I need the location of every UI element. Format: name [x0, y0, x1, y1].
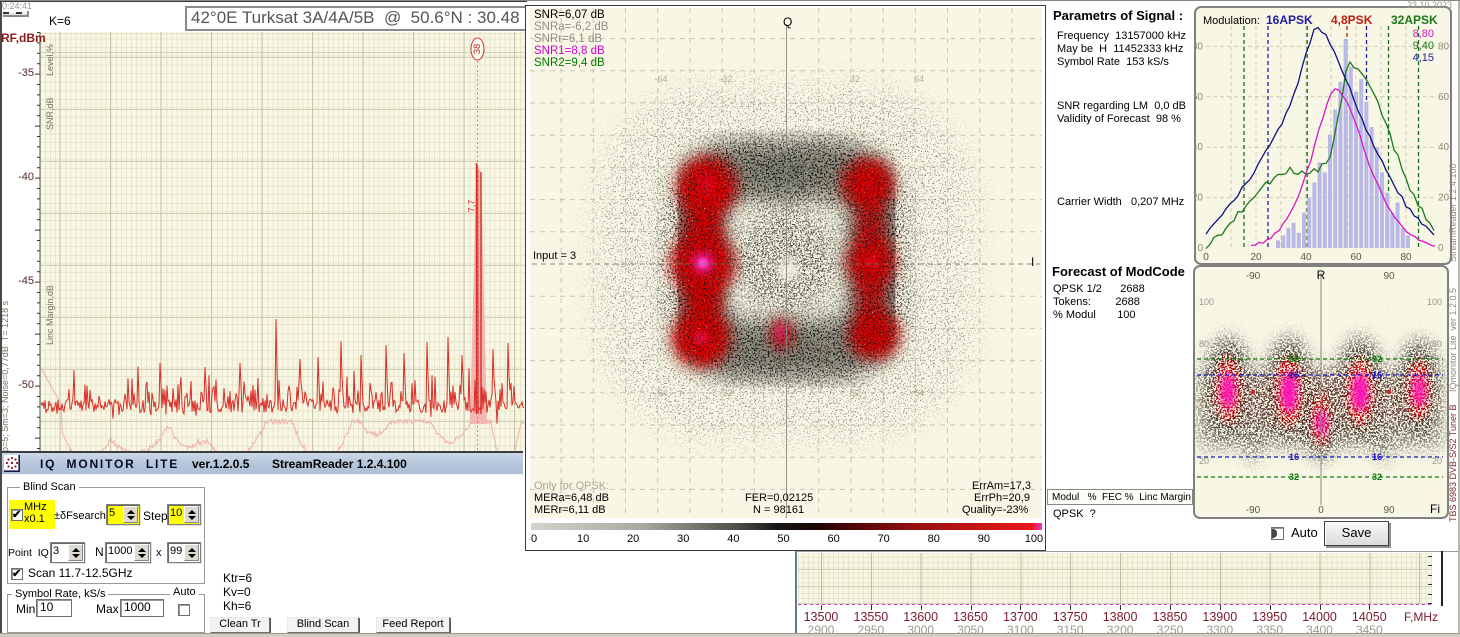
- svg-text:Modulation:: Modulation:: [1203, 15, 1260, 27]
- svg-text:-90: -90: [1246, 505, 1261, 516]
- svg-text:60: 60: [1194, 92, 1203, 103]
- svg-text:20: 20: [1438, 193, 1450, 204]
- svg-text:16APSK: 16APSK: [1266, 13, 1313, 27]
- svg-text:16: 16: [1289, 452, 1299, 462]
- svg-text:80: 80: [1194, 41, 1203, 52]
- svg-text:32: 32: [1289, 472, 1299, 482]
- svg-text:80: 80: [1432, 339, 1442, 349]
- svg-text:20: 20: [1250, 252, 1262, 263]
- svg-text:90: 90: [1383, 505, 1395, 516]
- svg-text:100: 100: [1199, 297, 1214, 307]
- svg-text:0: 0: [1438, 243, 1444, 254]
- svg-text:16: 16: [1372, 370, 1382, 380]
- svg-text:80: 80: [1438, 41, 1450, 52]
- svg-text:32APSK: 32APSK: [1391, 13, 1438, 27]
- svg-text:40: 40: [1194, 142, 1203, 153]
- svg-text:-90: -90: [1246, 271, 1261, 282]
- svg-text:Fi: Fi: [1430, 502, 1440, 516]
- svg-text:20: 20: [1432, 456, 1442, 466]
- svg-text:38: 38: [472, 44, 483, 55]
- svg-text:-32: -32: [719, 74, 732, 84]
- svg-text:8,80: 8,80: [1413, 28, 1434, 40]
- svg-text:0: 0: [1203, 252, 1209, 263]
- svg-text:90: 90: [1383, 271, 1395, 282]
- svg-text:7,7: 7,7: [467, 200, 477, 213]
- svg-text:60: 60: [1438, 92, 1450, 103]
- svg-text:40: 40: [1199, 417, 1209, 427]
- svg-text:32: 32: [1372, 472, 1382, 482]
- svg-text:60: 60: [1350, 252, 1362, 263]
- svg-text:16: 16: [1372, 452, 1382, 462]
- svg-text:100: 100: [1427, 297, 1442, 307]
- svg-text:16: 16: [1289, 370, 1299, 380]
- svg-text:20: 20: [1194, 193, 1203, 204]
- svg-text:40: 40: [1432, 417, 1442, 427]
- svg-text:4,8PSK: 4,8PSK: [1331, 13, 1373, 27]
- svg-text:0: 0: [1197, 243, 1203, 254]
- svg-text:4,15: 4,15: [1413, 52, 1434, 64]
- svg-text:32: 32: [850, 74, 860, 84]
- svg-text:80: 80: [1400, 252, 1412, 263]
- svg-text:9,40: 9,40: [1413, 40, 1434, 52]
- svg-text:20: 20: [1199, 456, 1209, 466]
- svg-text:0: 0: [1318, 505, 1324, 516]
- svg-text:32: 32: [1289, 354, 1299, 364]
- svg-text:-64: -64: [654, 74, 667, 84]
- svg-text:40: 40: [1300, 252, 1312, 263]
- svg-text:64: 64: [914, 74, 924, 84]
- svg-text:80: 80: [1199, 339, 1209, 349]
- svg-text:40: 40: [1438, 142, 1450, 153]
- svg-text:R: R: [1317, 268, 1326, 282]
- svg-text:32: 32: [1372, 354, 1382, 364]
